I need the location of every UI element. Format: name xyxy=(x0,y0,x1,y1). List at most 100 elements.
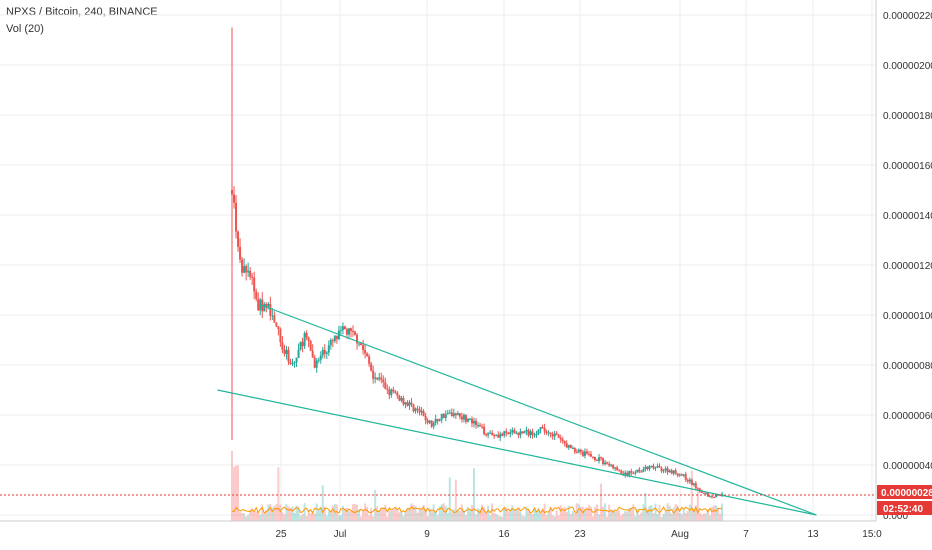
candle-body xyxy=(404,402,407,405)
volume-bar xyxy=(696,489,699,521)
y-tick-label: 0.00000140 xyxy=(883,211,932,222)
candle-body xyxy=(402,397,405,405)
candle-body xyxy=(721,493,724,496)
candle-body xyxy=(271,315,274,317)
candle-body xyxy=(563,441,566,444)
candle-body xyxy=(273,315,276,323)
volume-bar xyxy=(251,508,254,521)
candle-body xyxy=(614,467,617,469)
candle-body xyxy=(430,420,433,427)
candle-body xyxy=(656,466,659,468)
volume-bar xyxy=(408,507,411,521)
volume-bar xyxy=(382,507,385,521)
volume-bar xyxy=(289,507,292,521)
volume-bar xyxy=(579,506,582,521)
volume-bar xyxy=(315,503,318,521)
volume-bar xyxy=(477,508,480,521)
candle-body xyxy=(575,451,578,453)
candle-body xyxy=(378,377,381,380)
candle-body xyxy=(539,427,542,430)
volume-bar xyxy=(253,511,256,521)
candle-body xyxy=(422,410,425,417)
volume-bar xyxy=(444,505,447,521)
volume-bar xyxy=(259,514,262,521)
volume-bar xyxy=(648,505,651,521)
candle-body xyxy=(583,451,586,456)
volume-bar xyxy=(717,507,720,521)
trendline-lower[interactable] xyxy=(217,389,817,516)
volume-bar xyxy=(448,477,451,521)
candle-body xyxy=(688,479,691,482)
volume-bar xyxy=(356,504,359,521)
candle-body xyxy=(686,479,689,482)
volume-bar xyxy=(507,511,510,521)
candle-body xyxy=(571,447,574,449)
volume-bar xyxy=(684,513,687,521)
volume-bar xyxy=(650,504,653,521)
candle-body xyxy=(370,363,373,371)
volume-bar xyxy=(571,511,574,521)
y-tick-label: 0.00000120 xyxy=(883,261,932,272)
volume-bar xyxy=(319,506,322,521)
candle-body xyxy=(317,359,320,361)
volume-bar xyxy=(299,515,302,521)
volume-bar xyxy=(529,512,532,521)
volume-bar xyxy=(352,504,354,521)
candle-body xyxy=(650,465,653,467)
volume-bar xyxy=(293,512,296,521)
volume-bar xyxy=(466,506,469,521)
candle-body xyxy=(267,303,270,307)
candle-body xyxy=(352,330,354,332)
candle-body xyxy=(424,416,427,421)
volume-bar xyxy=(287,506,290,521)
y-tick-label: 0.00000080 xyxy=(883,361,932,372)
volume-bar xyxy=(249,509,252,521)
volume-bar xyxy=(710,506,713,521)
candle-body xyxy=(503,431,506,436)
volume-indicator-label[interactable]: Vol (20) xyxy=(6,23,44,35)
volume-bar xyxy=(424,509,427,521)
candle-body xyxy=(263,303,266,312)
volume-bar xyxy=(337,515,340,521)
candle-body xyxy=(287,349,290,362)
volume-bar xyxy=(499,516,502,521)
time-axis: 25 Jul 9 16 23 Aug 7 13 15:0 xyxy=(275,529,882,540)
candle-body xyxy=(448,412,451,414)
candle-body xyxy=(452,413,455,416)
volume-bar xyxy=(497,515,500,521)
volume-bar xyxy=(277,467,280,521)
candle-body xyxy=(398,395,401,401)
candle-body xyxy=(356,334,359,344)
volume-bar xyxy=(343,508,346,521)
candle-body xyxy=(533,434,536,436)
candle-body xyxy=(299,341,302,350)
x-tick-label: 23 xyxy=(574,529,586,540)
candle-body xyxy=(360,343,363,346)
candle-body xyxy=(573,447,576,452)
candle-body xyxy=(372,370,375,379)
candle-body xyxy=(331,340,334,342)
candle-body xyxy=(678,474,681,476)
volume-bar xyxy=(257,511,260,521)
candle-body xyxy=(313,357,316,368)
volume-bar xyxy=(406,508,409,521)
trendline-upper[interactable] xyxy=(260,304,817,516)
candle-body xyxy=(456,413,459,416)
candle-body xyxy=(604,462,607,465)
volume-bar xyxy=(426,516,429,521)
candle-body xyxy=(392,389,395,392)
candle-body xyxy=(418,409,421,413)
x-tick-label: 25 xyxy=(275,529,287,540)
volume-bar xyxy=(646,509,649,521)
candle-body xyxy=(684,474,687,480)
candle-body xyxy=(591,456,594,458)
volume-bar xyxy=(275,504,278,521)
candle-body xyxy=(305,332,308,338)
volume-bar xyxy=(632,504,635,521)
candle-body xyxy=(525,429,528,432)
candle-body xyxy=(245,266,248,273)
candle-body xyxy=(700,491,703,493)
volume-bar xyxy=(271,507,274,521)
volume-bar xyxy=(368,515,371,521)
